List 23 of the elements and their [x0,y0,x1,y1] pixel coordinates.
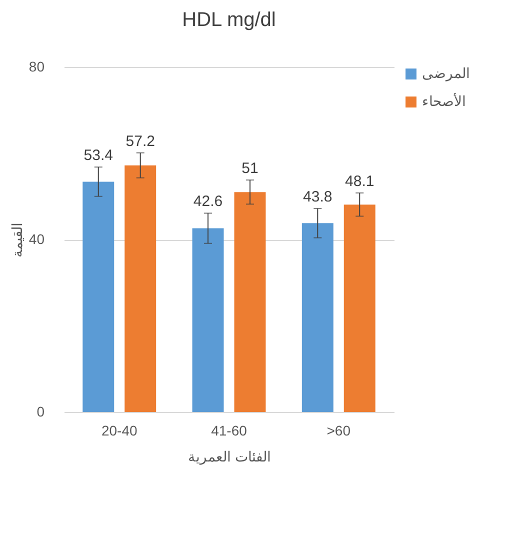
chart-title: HDL mg/dl [182,9,276,31]
y-tick-label: 0 [36,404,45,420]
y-tick-label: 40 [28,231,45,247]
bar [192,228,224,412]
x-axis-title: الفئات العمرية [188,448,271,466]
data-label: 43.8 [303,188,332,206]
bar [344,204,376,412]
bar [82,182,114,412]
legend-label: المرضى [422,65,470,82]
x-tick-label: >60 [326,422,351,438]
bar [234,192,266,412]
data-label: 53.4 [84,147,113,164]
data-label: 48.1 [345,172,374,190]
x-tick-label: 41-60 [211,422,248,438]
x-tick-label: 20-40 [101,422,138,438]
y-tick-label: 80 [28,58,45,74]
legend-label: الأصحاء [422,92,466,109]
bar [124,165,156,412]
data-label: 51 [242,160,258,177]
bar [302,223,334,412]
data-label: 42.6 [193,193,223,210]
data-label: 57.2 [126,132,155,150]
y-axis-title: القيمة [8,222,25,258]
